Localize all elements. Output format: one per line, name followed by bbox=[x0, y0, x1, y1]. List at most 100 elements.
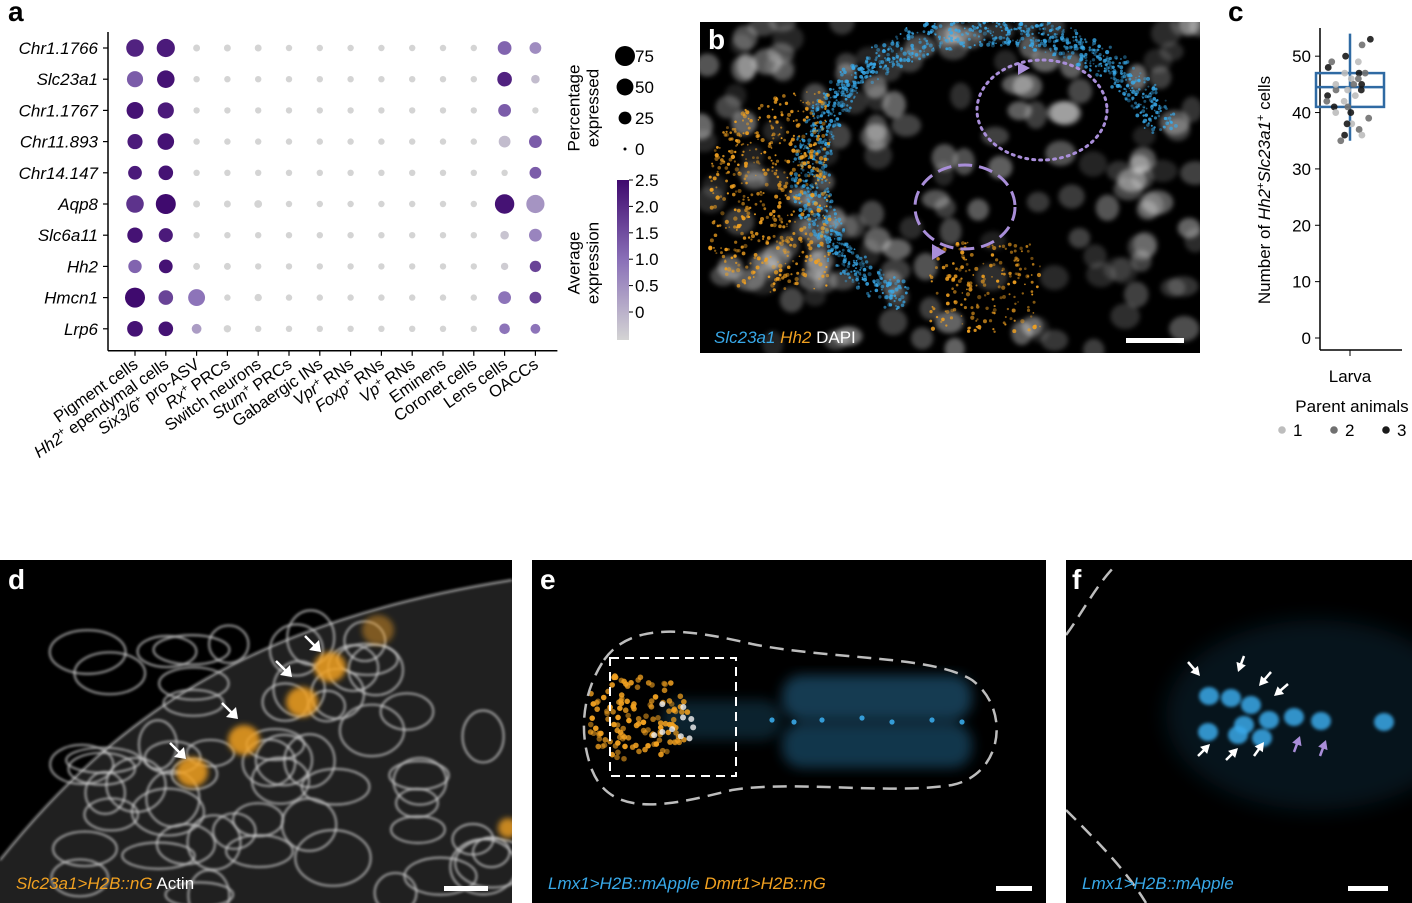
color-legend-title: Averageexpression bbox=[565, 222, 603, 304]
size-legend-label: 0 bbox=[635, 140, 644, 159]
arrowhead bbox=[1259, 675, 1269, 686]
dot bbox=[255, 169, 262, 176]
arrowhead bbox=[280, 665, 292, 677]
x-category-label: Larva bbox=[1329, 367, 1372, 386]
dot bbox=[223, 200, 231, 208]
panel-b-caption-dapi: DAPI bbox=[816, 328, 856, 347]
data-point bbox=[1332, 109, 1340, 116]
dot bbox=[470, 232, 477, 239]
panel-d-caption-actin: Actin bbox=[156, 874, 195, 893]
dot bbox=[470, 200, 477, 208]
dot bbox=[126, 195, 144, 213]
dot bbox=[409, 76, 416, 83]
dot bbox=[378, 325, 385, 332]
dot bbox=[254, 44, 262, 52]
panel-e-letter: e bbox=[540, 564, 556, 595]
gene-label: Chr1.1767 bbox=[19, 101, 99, 120]
cell-type-label: Hh2+ ependymal cells bbox=[30, 355, 172, 462]
dot bbox=[409, 200, 416, 208]
data-point bbox=[1361, 69, 1369, 77]
arrowhead bbox=[174, 747, 186, 759]
dot bbox=[529, 260, 542, 273]
dot bbox=[439, 263, 447, 270]
size-legend-dot bbox=[623, 147, 627, 151]
dot bbox=[193, 169, 200, 176]
dot bbox=[500, 230, 509, 240]
dot bbox=[347, 232, 354, 239]
size-legend-dot bbox=[615, 46, 635, 66]
size-legend-title: Percentageexpressed bbox=[565, 65, 603, 152]
dot bbox=[158, 165, 174, 181]
dot bbox=[531, 74, 540, 84]
color-legend-label: 1.5 bbox=[635, 224, 659, 243]
data-point bbox=[1366, 35, 1374, 43]
panel-b-caption-hh2: Hh2 bbox=[780, 328, 812, 347]
dot bbox=[409, 44, 416, 52]
arrowhead bbox=[1274, 686, 1285, 696]
arrowhead bbox=[1292, 736, 1302, 747]
panel-e-caption: Lmx1>H2B::mApple Dmrt1>H2B::nG bbox=[548, 874, 826, 894]
dot bbox=[498, 135, 511, 148]
color-legend-label: 0 bbox=[635, 303, 644, 322]
dot bbox=[128, 259, 142, 274]
dot bbox=[255, 107, 262, 114]
embryo-outline bbox=[582, 630, 998, 806]
data-point bbox=[1358, 80, 1366, 88]
arrowhead bbox=[1254, 742, 1264, 753]
panel-f-micrograph: Lmx1>H2B::mApple bbox=[1066, 560, 1412, 903]
size-legend-label: 75 bbox=[635, 47, 654, 66]
gene-label: Chr14.147 bbox=[19, 164, 99, 183]
h2b-ng-nuclei bbox=[176, 615, 512, 838]
color-legend-bar bbox=[617, 180, 629, 340]
panel-c-letter: c bbox=[1228, 0, 1244, 27]
dot bbox=[224, 169, 231, 176]
slc23a1-signal bbox=[789, 22, 1178, 311]
dot bbox=[529, 42, 542, 54]
dot bbox=[347, 44, 354, 52]
dot bbox=[285, 44, 293, 52]
dot bbox=[193, 262, 201, 270]
dot bbox=[255, 138, 262, 145]
dot bbox=[285, 138, 293, 145]
panel-d-image bbox=[0, 578, 512, 903]
data-point bbox=[1341, 131, 1349, 139]
size-legend-label: 25 bbox=[635, 109, 654, 128]
arrowhead bbox=[1200, 744, 1210, 754]
panel-b-micrograph: Slc23a1 Hh2 DAPI bbox=[700, 22, 1200, 353]
dot bbox=[285, 294, 293, 301]
dot bbox=[224, 232, 231, 239]
dot bbox=[255, 232, 262, 239]
size-legend-label: 50 bbox=[635, 78, 654, 97]
data-point bbox=[1354, 58, 1362, 66]
y-tick-label: 0 bbox=[1302, 329, 1311, 348]
dot bbox=[378, 76, 385, 83]
dot bbox=[285, 200, 293, 208]
dot bbox=[285, 325, 293, 332]
arrowhead bbox=[1236, 661, 1246, 672]
dot bbox=[316, 138, 323, 145]
hh2-signal bbox=[708, 90, 1042, 334]
dot bbox=[409, 232, 416, 239]
color-legend-label: 2.0 bbox=[635, 197, 659, 216]
data-point bbox=[1350, 80, 1358, 88]
y-tick-label: 10 bbox=[1292, 273, 1311, 292]
dot bbox=[126, 39, 144, 57]
dot bbox=[224, 107, 231, 114]
dot bbox=[470, 44, 477, 52]
data-point bbox=[1354, 75, 1362, 83]
dot bbox=[526, 194, 545, 214]
dot bbox=[347, 294, 354, 301]
actin-mesh bbox=[0, 578, 512, 903]
dot bbox=[378, 263, 385, 270]
dot bbox=[378, 44, 385, 52]
arrows bbox=[169, 635, 321, 759]
panel-e-caption-lmx1: Lmx1>H2B::mApple bbox=[548, 874, 700, 893]
dot bbox=[378, 138, 385, 145]
gene-label: Chr11.893 bbox=[20, 133, 99, 152]
data-point bbox=[1337, 137, 1345, 145]
panel-f-image bbox=[1066, 564, 1412, 903]
dot bbox=[528, 228, 542, 242]
dot bbox=[316, 44, 323, 52]
data-point bbox=[1358, 131, 1366, 139]
dot bbox=[378, 200, 385, 208]
